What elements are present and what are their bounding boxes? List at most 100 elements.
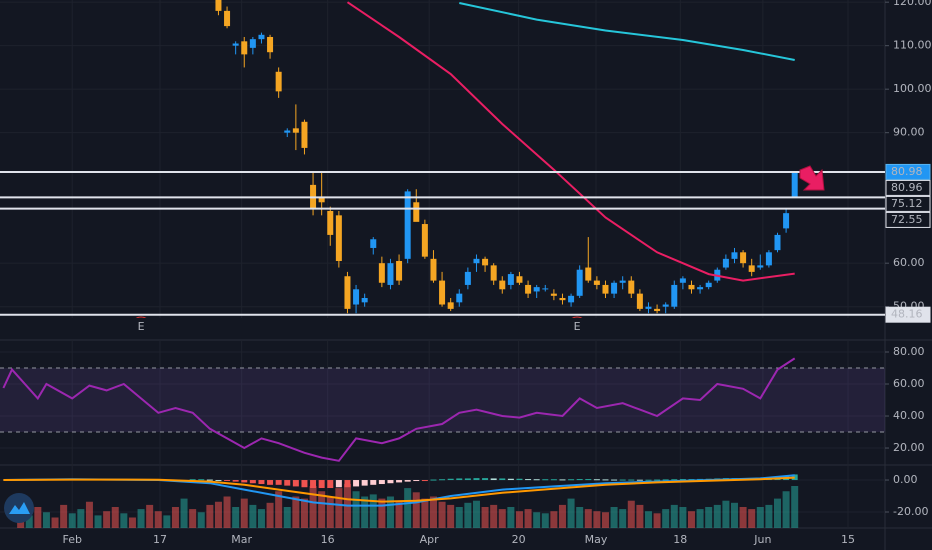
macd-histogram-bar xyxy=(576,479,583,481)
candle-body xyxy=(507,274,514,285)
macd-histogram-bar xyxy=(464,478,471,481)
volume-bar xyxy=(576,507,584,528)
candle-body xyxy=(628,280,635,294)
earnings-label: E xyxy=(574,320,581,333)
macd-histogram-bar xyxy=(636,479,643,481)
candle-body xyxy=(267,36,274,53)
volume-bar xyxy=(266,502,274,528)
candle-body xyxy=(447,302,454,309)
volume-bar xyxy=(722,500,730,528)
volume-bar xyxy=(670,504,678,528)
macd-histogram-bar xyxy=(439,479,446,481)
candle-body xyxy=(593,280,600,285)
candle-body xyxy=(275,71,282,92)
volume-bar xyxy=(584,509,592,528)
volume-bar xyxy=(601,512,609,528)
y-tick-label: 40.00 xyxy=(893,409,925,422)
volume-bar xyxy=(154,511,162,528)
macd-histogram-bar xyxy=(361,480,368,486)
volume-bar xyxy=(507,507,515,528)
volume-bar xyxy=(464,502,472,528)
macd-histogram-bar xyxy=(378,480,385,485)
price-level-label: 48.16 xyxy=(891,308,923,321)
volume-bar xyxy=(326,496,334,528)
logo-circle[interactable] xyxy=(4,493,34,523)
volume-bar xyxy=(713,504,721,528)
volume-bar xyxy=(171,507,179,528)
volume-bar xyxy=(395,500,403,528)
volume-bar xyxy=(94,515,102,528)
macd-histogram-bar xyxy=(456,478,463,481)
candle-body xyxy=(335,215,342,262)
volume-bar xyxy=(77,509,85,528)
earnings-label: E xyxy=(138,320,145,333)
volume-bar xyxy=(197,512,205,528)
volume-bar xyxy=(68,513,76,528)
volume-bar xyxy=(429,496,437,528)
line-series xyxy=(459,2,795,61)
volume-bar xyxy=(34,507,42,528)
macd-histogram-bar xyxy=(344,480,351,488)
candle-body xyxy=(757,265,764,268)
earnings-marker xyxy=(135,316,147,318)
candle-body xyxy=(378,263,385,283)
macd-histogram-bar xyxy=(628,479,635,481)
volume-bar xyxy=(103,511,111,528)
x-tick-label: 15 xyxy=(841,533,855,546)
line-series xyxy=(3,476,795,503)
candle-body xyxy=(396,261,403,281)
volume-bar xyxy=(275,491,283,528)
alert-arrow xyxy=(799,165,825,191)
volume-bar xyxy=(120,513,128,528)
y-tick-label: 60.00 xyxy=(893,256,925,269)
macd-histogram-bar xyxy=(249,480,256,484)
candle-body xyxy=(499,280,506,290)
candle-body xyxy=(619,280,626,283)
candle-body xyxy=(791,171,798,198)
candle-body xyxy=(722,258,729,268)
candle-body xyxy=(421,224,428,257)
volume-bar xyxy=(541,513,549,528)
volume-bar xyxy=(25,515,33,528)
y-tick-label: -20.00 xyxy=(893,505,928,518)
logo[interactable] xyxy=(4,493,34,523)
volume-bar xyxy=(644,511,652,528)
y-tick-label: 100.00 xyxy=(893,82,932,95)
volume-bar xyxy=(748,509,756,528)
macd-histogram-bar xyxy=(516,478,523,481)
price-level-box xyxy=(885,211,931,228)
macd-histogram-bar xyxy=(198,479,205,481)
volume-bar xyxy=(369,494,377,528)
volume-bar xyxy=(146,504,154,528)
candle-body xyxy=(679,278,686,283)
candle-body xyxy=(550,293,557,296)
volume-bar xyxy=(404,488,412,528)
volume-bar xyxy=(636,504,644,528)
volume-bar xyxy=(765,504,773,528)
price-level-label: 80.98 xyxy=(891,165,923,178)
logo-mark[interactable] xyxy=(9,502,30,514)
volume-bar xyxy=(533,512,541,528)
candle-body xyxy=(241,41,248,55)
y-tick-label: 120.00 xyxy=(893,0,932,8)
rsi-band xyxy=(0,368,885,433)
macd-histogram-bar xyxy=(473,478,480,481)
candle-body xyxy=(353,289,360,305)
macd-histogram-bar xyxy=(275,480,282,485)
candle-body xyxy=(645,306,652,309)
arrow-icon xyxy=(799,165,825,191)
volume-bar xyxy=(498,509,506,528)
candle-body xyxy=(654,308,661,312)
y-tick-label: 90.00 xyxy=(893,126,925,139)
volume-bar xyxy=(249,504,257,528)
volume-bar xyxy=(163,515,171,528)
volume-bar xyxy=(696,509,704,528)
price-level-label: 72.55 xyxy=(891,213,923,226)
macd-histogram-bar xyxy=(370,480,377,485)
candle-body xyxy=(232,43,239,46)
macd-histogram-bar xyxy=(206,479,213,481)
macd-histogram-bar xyxy=(413,480,420,482)
macd-histogram-bar xyxy=(387,480,394,484)
candle-body xyxy=(490,265,497,281)
